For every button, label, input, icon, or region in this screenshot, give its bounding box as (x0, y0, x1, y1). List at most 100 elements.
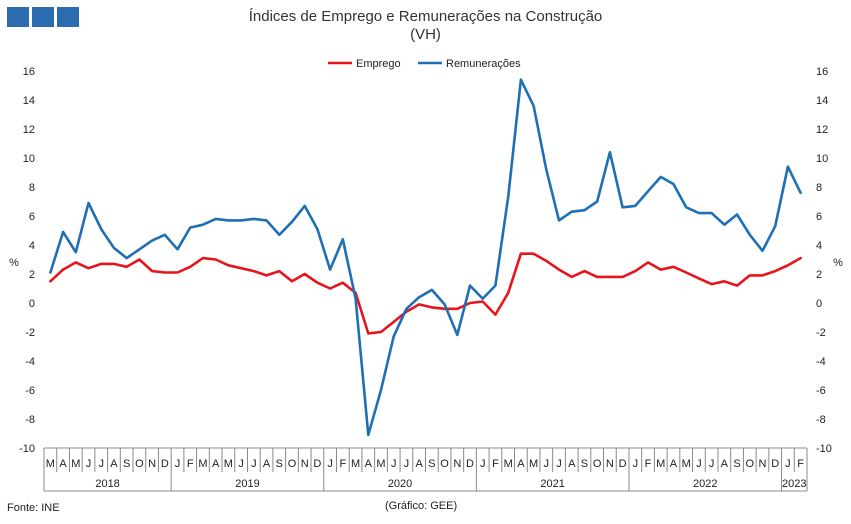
month-label: M (656, 458, 665, 470)
y-tick-label-left: -2 (25, 327, 35, 339)
y-tick-label-left: 12 (23, 124, 35, 136)
month-label: J (98, 458, 104, 470)
legend-item-remuneracoes-label: Remunerações (446, 58, 521, 70)
y-tick-label-right: 16 (816, 66, 828, 78)
source-note: Fonte: INE (7, 502, 60, 514)
y-tick-label-left: 0 (29, 298, 35, 310)
month-label: S (276, 458, 283, 470)
series-line-remuneracoes (49, 78, 802, 437)
y-tick-label-right: 4 (816, 240, 822, 252)
month-label: D (466, 458, 474, 470)
y-tick-label-left: 2 (29, 269, 35, 281)
month-label: F (339, 458, 346, 470)
y-tick-label-right: 6 (816, 211, 822, 223)
year-label: 2021 (540, 478, 564, 490)
credit-note: (Gráfico: GEE) (385, 500, 458, 512)
month-label: S (581, 458, 588, 470)
year-label: 2018 (95, 478, 119, 490)
month-label: F (492, 458, 499, 470)
y-tick-label-right: -2 (816, 327, 826, 339)
y-tick-label-right: -6 (816, 385, 826, 397)
month-label: J (709, 458, 715, 470)
month-label: A (721, 458, 729, 470)
month-label: M (71, 458, 80, 470)
month-label: O (288, 458, 297, 470)
month-label: A (59, 458, 67, 470)
month-label: N (453, 458, 461, 470)
year-label: 2023 (782, 478, 806, 490)
chart-series (49, 78, 802, 437)
y-tick-label-right: 10 (816, 153, 828, 165)
y-tick-label-right: -10 (816, 443, 832, 455)
chart-legend: Emprego Remunerações (328, 58, 521, 70)
y-axis-label-right: % (833, 257, 843, 269)
month-label: N (301, 458, 309, 470)
y-tick-label-left: -10 (19, 443, 35, 455)
y-tick-label-right: 8 (816, 182, 822, 194)
logo (7, 7, 79, 27)
y-tick-label-left: -8 (25, 414, 35, 426)
month-label: S (733, 458, 740, 470)
month-label: A (517, 458, 525, 470)
y-tick-label-right: 14 (816, 95, 828, 107)
y-tick-label-right: -4 (816, 356, 826, 368)
month-label: O (593, 458, 602, 470)
month-label: J (175, 458, 181, 470)
y-tick-label-right: 0 (816, 298, 822, 310)
month-label: O (135, 458, 144, 470)
month-label: F (645, 458, 652, 470)
y-tick-label-left: 6 (29, 211, 35, 223)
month-label: J (633, 458, 639, 470)
y-tick-label-left: -6 (25, 385, 35, 397)
month-label: A (670, 458, 678, 470)
month-label: M (351, 458, 360, 470)
year-label: 2022 (693, 478, 717, 490)
chart-title: Índices de Emprego e Remunerações na Con… (248, 8, 603, 25)
month-label: F (797, 458, 804, 470)
month-label: O (745, 458, 754, 470)
month-label: A (110, 458, 118, 470)
month-label: J (251, 458, 257, 470)
month-label: M (198, 458, 207, 470)
month-label: N (606, 458, 614, 470)
month-label: S (123, 458, 130, 470)
month-label: J (238, 458, 244, 470)
month-label: M (529, 458, 538, 470)
month-label: A (263, 458, 271, 470)
month-label: J (86, 458, 92, 470)
month-label: M (376, 458, 385, 470)
month-label: N (148, 458, 156, 470)
y-tick-label-left: 4 (29, 240, 35, 252)
y-tick-label-right: -8 (816, 414, 826, 426)
y-tick-label-left: 8 (29, 182, 35, 194)
month-label: J (404, 458, 410, 470)
month-label: M (224, 458, 233, 470)
month-label: M (46, 458, 55, 470)
month-label: F (187, 458, 194, 470)
y-tick-label-right: 12 (816, 124, 828, 136)
month-label: D (313, 458, 321, 470)
y-tick-label-left: -4 (25, 356, 35, 368)
series-line-emprego (49, 252, 802, 335)
month-label: J (480, 458, 486, 470)
month-label: D (619, 458, 627, 470)
month-label: O (440, 458, 449, 470)
month-label: S (428, 458, 435, 470)
month-label: J (785, 458, 791, 470)
year-label: 2020 (388, 478, 412, 490)
month-label: A (212, 458, 220, 470)
month-label: J (696, 458, 702, 470)
month-label: D (161, 458, 169, 470)
y-tick-label-left: 10 (23, 153, 35, 165)
month-label: J (544, 458, 550, 470)
y-tick-label-left: 16 (23, 66, 35, 78)
month-label: J (391, 458, 397, 470)
logo-square (7, 7, 29, 27)
month-label: D (771, 458, 779, 470)
month-label: N (759, 458, 767, 470)
y-tick-label-right: 2 (816, 269, 822, 281)
month-label: J (556, 458, 562, 470)
month-label: A (568, 458, 576, 470)
